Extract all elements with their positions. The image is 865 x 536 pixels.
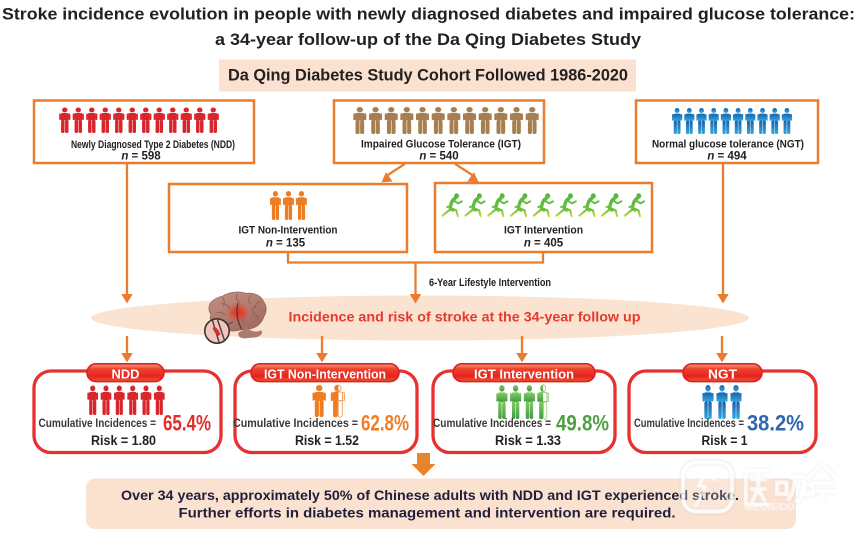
svg-text:Da Qing Diabetes Study Cohort: Da Qing Diabetes Study Cohort Followed 1… (228, 67, 628, 85)
svg-text:n = 135: n = 135 (266, 237, 306, 249)
svg-text:n = 540: n = 540 (419, 151, 458, 163)
svg-text:NDD: NDD (112, 366, 140, 381)
svg-text:IGT Non-Intervention: IGT Non-Intervention (264, 366, 386, 381)
svg-text:Risk = 1.52: Risk = 1.52 (295, 433, 359, 449)
svg-text:Cumulative Incidences =: Cumulative Incidences = (634, 417, 744, 430)
svg-text:Cumulative Incidences =: Cumulative Incidences = (433, 417, 551, 430)
svg-text:Impaired Glucose Tolerance (IG: Impaired Glucose Tolerance (IGT) (361, 139, 521, 151)
svg-text:IGT Intervention: IGT Intervention (474, 366, 574, 381)
svg-text:Risk = 1: Risk = 1 (702, 433, 748, 449)
svg-text:IGT Intervention: IGT Intervention (504, 225, 583, 237)
svg-text:65.4%: 65.4% (163, 411, 211, 436)
svg-text:Cumulative Incidences =: Cumulative Incidences = (233, 417, 358, 430)
svg-text:IGT Non-Intervention: IGT Non-Intervention (239, 225, 338, 237)
svg-text:Incidence and risk of stroke a: Incidence and risk of stroke at the 34-y… (289, 310, 641, 325)
svg-text:Cumulative Incidences =: Cumulative Incidences = (39, 417, 157, 430)
svg-text:Newly Diagnosed Type 2 Diabete: Newly Diagnosed Type 2 Diabetes (NDD) (71, 139, 235, 151)
svg-text:Over 34 years, approximately 5: Over 34 years, approximately 50% of Chin… (121, 488, 739, 503)
svg-text:Stroke incidence evolution in: Stroke incidence evolution in people wit… (2, 4, 855, 23)
svg-text:49.8%: 49.8% (556, 411, 609, 436)
svg-text:62.8%: 62.8% (361, 411, 409, 436)
svg-text:NGT: NGT (708, 366, 737, 381)
svg-text:MEDIECO GROUP: MEDIECO GROUP (744, 502, 838, 513)
svg-text:6-Year Lifestyle Intervention: 6-Year Lifestyle Intervention (429, 277, 551, 289)
svg-text:Further efforts in diabetes ma: Further efforts in diabetes management a… (179, 506, 676, 521)
svg-text:a 34-year follow-up of the Da: a 34-year follow-up of the Da Qing Diabe… (215, 30, 642, 49)
svg-text:Normal glucose tolerance (NGT): Normal glucose tolerance (NGT) (652, 139, 804, 151)
svg-text:n = 494: n = 494 (707, 151, 747, 163)
svg-text:38.2%: 38.2% (747, 411, 804, 436)
svg-text:n = 598: n = 598 (121, 151, 161, 163)
svg-text:Risk = 1.80: Risk = 1.80 (91, 433, 156, 449)
svg-text:Risk = 1.33: Risk = 1.33 (495, 433, 561, 449)
svg-text:n = 405: n = 405 (524, 237, 564, 249)
